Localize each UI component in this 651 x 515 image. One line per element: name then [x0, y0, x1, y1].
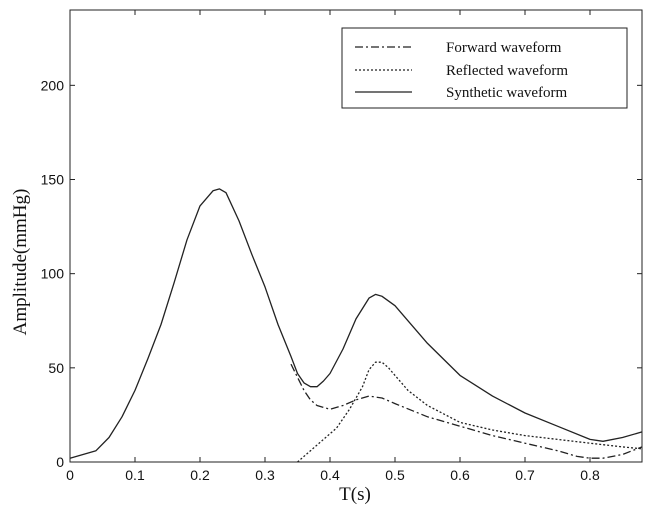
legend-label-forward: Forward waveform — [446, 40, 562, 56]
legend: Forward waveform Reflected waveform Synt… — [341, 27, 628, 109]
y-tick-label: 200 — [41, 77, 65, 93]
x-tick-label: 0.4 — [320, 467, 340, 483]
reflected-waveform-line — [297, 361, 643, 463]
x-tick-label: 0.7 — [515, 467, 535, 483]
y-tick-label: 150 — [41, 172, 65, 188]
legend-box — [341, 27, 628, 109]
y-axis-label: Amplitude(mmHg) — [10, 189, 31, 336]
legend-label-reflected: Reflected waveform — [446, 63, 568, 79]
y-axis-ticks: 0 50 100 150 200 — [41, 77, 642, 470]
y-tick-label: 50 — [48, 360, 64, 376]
synthetic-waveform-line — [69, 188, 643, 459]
x-tick-label: 0.6 — [450, 467, 470, 483]
forward-waveform-line — [290, 363, 643, 459]
x-tick-label: 0.1 — [125, 467, 145, 483]
y-tick-label: 0 — [56, 454, 64, 470]
x-tick-label: 0.3 — [255, 467, 275, 483]
legend-label-synthetic: Synthetic waveform — [446, 85, 568, 101]
x-tick-label: 0 — [66, 467, 74, 483]
plot-frame — [69, 9, 643, 463]
y-tick-label: 100 — [41, 266, 65, 282]
x-axis-ticks: 0 0.1 0.2 0.3 0.4 0.5 0.6 0.7 0.8 — [66, 10, 600, 483]
x-tick-label: 0.8 — [580, 467, 600, 483]
x-tick-label: 0.5 — [385, 467, 405, 483]
x-tick-label: 0.2 — [190, 467, 210, 483]
x-axis-label: T(s) — [339, 484, 371, 505]
series-layer — [69, 188, 643, 463]
